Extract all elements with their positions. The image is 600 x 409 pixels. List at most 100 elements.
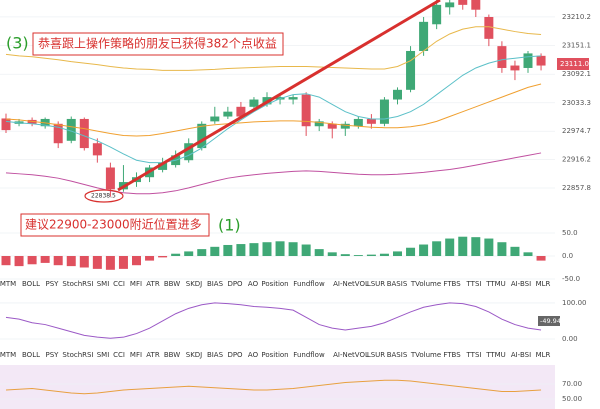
- indicator-tab[interactable]: Fundflow: [293, 351, 325, 359]
- indicator-tab[interactable]: AI-NetVOL: [333, 280, 369, 288]
- indicator-tab[interactable]: PSY: [46, 351, 60, 359]
- indicator-tab[interactable]: AI-NetVOL: [333, 351, 369, 359]
- indicator-tab[interactable]: BASIS: [387, 351, 408, 359]
- indicator-tab[interactable]: CCI: [113, 351, 125, 359]
- note-text: 建议22900-23000附近位置进多: [25, 217, 202, 232]
- candle-body: [406, 50, 416, 90]
- note-text: 恭喜跟上操作策略的朋友已获得382个点收益: [38, 36, 277, 51]
- indicator-tab[interactable]: TVolume: [410, 351, 441, 359]
- candle-body: [432, 4, 442, 25]
- candle-body: [158, 162, 168, 170]
- y-tick-label: 22916.2: [562, 156, 591, 164]
- indicator-tab[interactable]: BIAS: [207, 280, 224, 288]
- indicator-tab[interactable]: AO: [248, 280, 259, 288]
- indicator-tab[interactable]: MFI: [130, 280, 142, 288]
- bar: [1, 256, 11, 266]
- indicator-tab[interactable]: FTBS: [443, 351, 461, 359]
- y-tick-label: 22857.8: [562, 184, 591, 192]
- indicator-tab[interactable]: MLR: [536, 351, 551, 359]
- bar: [249, 243, 259, 257]
- indicator-tab[interactable]: SMI: [97, 280, 110, 288]
- y-tick-label: 23210.2: [562, 13, 591, 21]
- indicator-tab[interactable]: MLR: [536, 280, 551, 288]
- indicator-tab[interactable]: MTM: [0, 280, 16, 288]
- candle-body: [497, 46, 507, 68]
- value-tag: [538, 316, 560, 326]
- low-label: 22838.5: [91, 193, 116, 200]
- y-tick-label: 23092.1: [562, 70, 591, 78]
- indicator-tab[interactable]: BIAS: [207, 351, 224, 359]
- line: [5, 302, 542, 339]
- bar: [327, 252, 337, 257]
- candle-body: [353, 118, 363, 127]
- indicator-tab[interactable]: TTMU: [485, 280, 506, 288]
- candle-body: [223, 111, 233, 117]
- indicator-tab[interactable]: MTM: [0, 351, 16, 359]
- candle-body: [236, 106, 246, 117]
- candle-body: [301, 94, 311, 127]
- indicator-tab[interactable]: SKDJ: [186, 280, 203, 288]
- y-tick-label: 50.00: [562, 395, 582, 403]
- bar: [236, 244, 246, 257]
- indicator-tab[interactable]: StochRSI: [62, 351, 93, 359]
- indicator-tab[interactable]: DPO: [227, 351, 243, 359]
- indicator-tab[interactable]: Fundflow: [293, 280, 325, 288]
- indicator-tab[interactable]: BBW: [164, 280, 180, 288]
- panel-shade: [0, 365, 555, 409]
- bar: [288, 242, 298, 257]
- candle-body: [314, 121, 324, 127]
- indicator-tab[interactable]: BOLL: [22, 280, 40, 288]
- indicator-tab[interactable]: Position: [261, 351, 288, 359]
- indicator-tab[interactable]: BOLL: [22, 351, 40, 359]
- indicator-tab[interactable]: MFI: [130, 351, 142, 359]
- bar: [445, 238, 455, 257]
- bar: [275, 241, 285, 257]
- indicator-tab[interactable]: SKDJ: [186, 351, 203, 359]
- indicator-tab[interactable]: ATR: [146, 351, 160, 359]
- y-tick-label: -50.0: [562, 275, 580, 283]
- candle-body: [471, 0, 481, 10]
- indicator-tab[interactable]: DPO: [227, 280, 243, 288]
- indicator-tab[interactable]: TTMU: [485, 351, 506, 359]
- indicator-tab[interactable]: AO: [248, 351, 259, 359]
- trend-line: [117, 0, 441, 192]
- bar: [158, 256, 168, 258]
- indicator-tab[interactable]: AI-BSI: [511, 351, 531, 359]
- indicator-tab[interactable]: TTSI: [466, 280, 482, 288]
- indicator-tab[interactable]: ATR: [146, 280, 160, 288]
- indicator-tab[interactable]: LSUR: [367, 280, 385, 288]
- indicator-tab[interactable]: SMI: [97, 351, 110, 359]
- y-tick-label: 100.00: [562, 299, 587, 307]
- candle-body: [510, 65, 520, 71]
- indicator-tab[interactable]: TTSI: [466, 351, 482, 359]
- bar: [536, 256, 546, 261]
- indicator-tab[interactable]: TVolume: [410, 280, 441, 288]
- indicator-tab[interactable]: BASIS: [387, 280, 408, 288]
- bar: [432, 241, 442, 257]
- bar: [105, 256, 115, 270]
- indicator-tab[interactable]: CCI: [113, 280, 125, 288]
- indicator-tab[interactable]: PSY: [46, 280, 60, 288]
- bar: [301, 244, 311, 257]
- candle-body: [419, 21, 429, 51]
- indicator-line: [5, 83, 542, 137]
- indicator-tab[interactable]: LSUR: [367, 351, 385, 359]
- indicator-line: [5, 26, 542, 71]
- line: [5, 379, 542, 395]
- candle-body: [340, 123, 350, 129]
- indicator-tab[interactable]: StochRSI: [62, 280, 93, 288]
- bar: [66, 256, 76, 267]
- candle-body: [379, 99, 389, 124]
- indicator-tab[interactable]: FTBS: [443, 280, 461, 288]
- bar: [353, 255, 363, 257]
- y-tick-label: 23033.3: [562, 99, 591, 107]
- y-tick-label: 0.0: [562, 252, 573, 260]
- bar: [145, 256, 155, 261]
- candle-body: [536, 55, 546, 66]
- bar: [79, 256, 89, 268]
- indicator-tab[interactable]: BBW: [164, 351, 180, 359]
- indicator-tab[interactable]: AI-BSI: [511, 280, 531, 288]
- indicator-tab[interactable]: Position: [261, 280, 288, 288]
- candle-body: [327, 123, 337, 129]
- candle-body: [66, 118, 76, 141]
